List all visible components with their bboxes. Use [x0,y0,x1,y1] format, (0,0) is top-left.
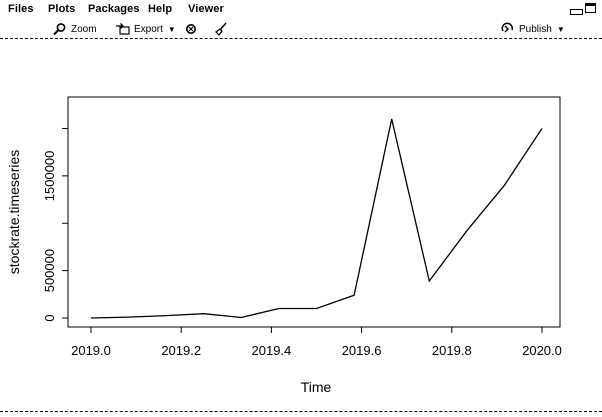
chevron-down-icon: ▼ [556,24,565,34]
tab-plots[interactable]: Plots [48,3,76,15]
publish-label: Publish [519,23,552,35]
plot-viewer: 2019.0 2019.2 2019.4 2019.6 2019.8 2020.0 0 50… [0,42,602,412]
tab-viewer[interactable]: Viewer [188,3,224,15]
y-tick-label: 1500000 [42,151,57,202]
tab-packages[interactable]: Packages [88,3,140,15]
x-tick-label: 2019.0 [71,343,111,358]
y-axis-label: stockrate.timeseries [6,150,22,274]
plot-frame [67,96,561,328]
publish-button[interactable]: Publish ▼ [500,21,565,37]
x-tick-label: 2019.8 [432,343,472,358]
x-tick-label: 2019.4 [252,343,292,358]
y-tick-label: 500000 [42,249,57,292]
chevron-down-icon: ▼ [167,24,176,34]
tab-help[interactable]: Help [148,3,173,15]
broom-icon [215,22,227,36]
export-button[interactable]: Export ▼ [115,21,176,37]
y-axis: 0 500000 1500000 [42,127,69,322]
export-label: Export [134,23,163,35]
remove-plot-icon [186,24,196,34]
y-tick-label: 0 [42,314,57,321]
plots-toolbar: Zoom Export ▼ Publish ▼ [0,19,602,39]
remove-plot-button[interactable] [185,21,197,37]
pane-bottom-divider [0,411,602,412]
tab-files[interactable]: Files [8,3,34,15]
maximize-icon[interactable] [585,3,596,13]
export-icon [116,23,130,35]
series-line [90,118,543,319]
zoom-button[interactable]: Zoom [52,21,97,37]
toolbar-divider [0,38,602,39]
publish-icon [501,22,514,33]
x-tick-label: 2019.6 [342,343,382,358]
x-tick-label: 2020.0 [522,343,562,358]
minimize-icon[interactable] [570,9,583,15]
clear-plots-button[interactable] [214,21,228,37]
x-axis: 2019.0 2019.2 2019.4 2019.6 2019.8 2020.0 [71,326,562,358]
x-tick-label: 2019.2 [161,343,201,358]
pane-tab-bar: Files Plots Packages Help Viewer [0,0,602,18]
magnifier-icon [53,23,66,36]
window-controls [570,3,596,15]
zoom-label: Zoom [71,23,97,35]
x-axis-label: Time [301,379,332,395]
time-series-chart: 2019.0 2019.2 2019.4 2019.6 2019.8 2020.0 0 50… [6,96,562,395]
